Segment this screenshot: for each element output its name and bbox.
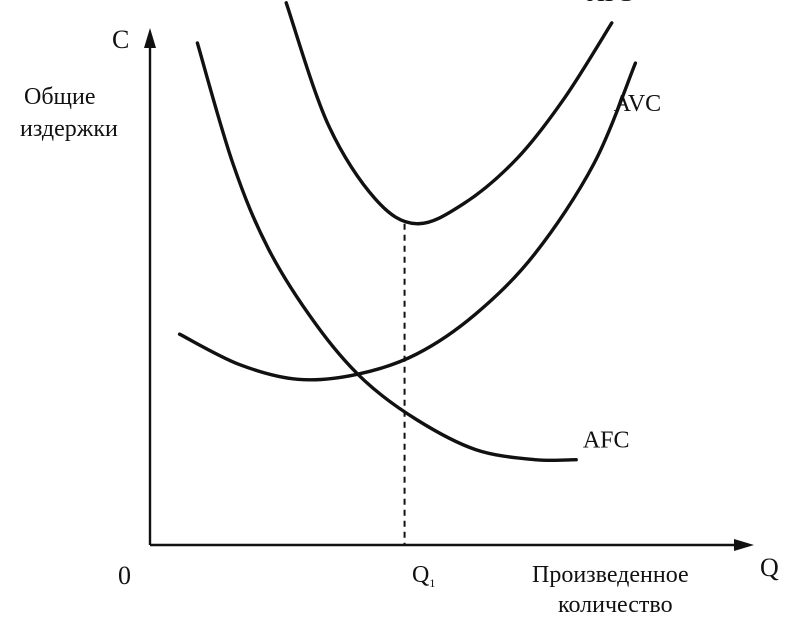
series-label-afc: AFC bbox=[583, 428, 630, 454]
series-labels: ATC AVC AFC bbox=[583, 0, 661, 454]
axes bbox=[144, 28, 754, 551]
x-axis-label-line1: Произведенное bbox=[532, 562, 689, 588]
curve-avc bbox=[177, 61, 638, 382]
origin-label: 0 bbox=[118, 561, 131, 590]
y-axis-symbol: C bbox=[112, 25, 129, 54]
curves bbox=[177, 1, 638, 463]
x-axis-symbol: Q bbox=[760, 553, 779, 582]
y-axis-label-line1: Общие bbox=[24, 84, 96, 110]
q1-subscript: 1 bbox=[429, 576, 435, 590]
x-axis-label-line2: количество bbox=[558, 592, 673, 618]
curve-atc bbox=[284, 1, 614, 226]
curve-afc bbox=[195, 41, 578, 463]
q1-tick-label: Q1 bbox=[412, 562, 435, 590]
y-axis-label-line2: издержки bbox=[20, 116, 118, 142]
x-axis-arrowhead bbox=[734, 539, 754, 551]
series-label-avc: AVC bbox=[614, 91, 662, 117]
series-label-atc: ATC bbox=[587, 0, 632, 7]
y-axis-arrowhead bbox=[144, 28, 156, 48]
